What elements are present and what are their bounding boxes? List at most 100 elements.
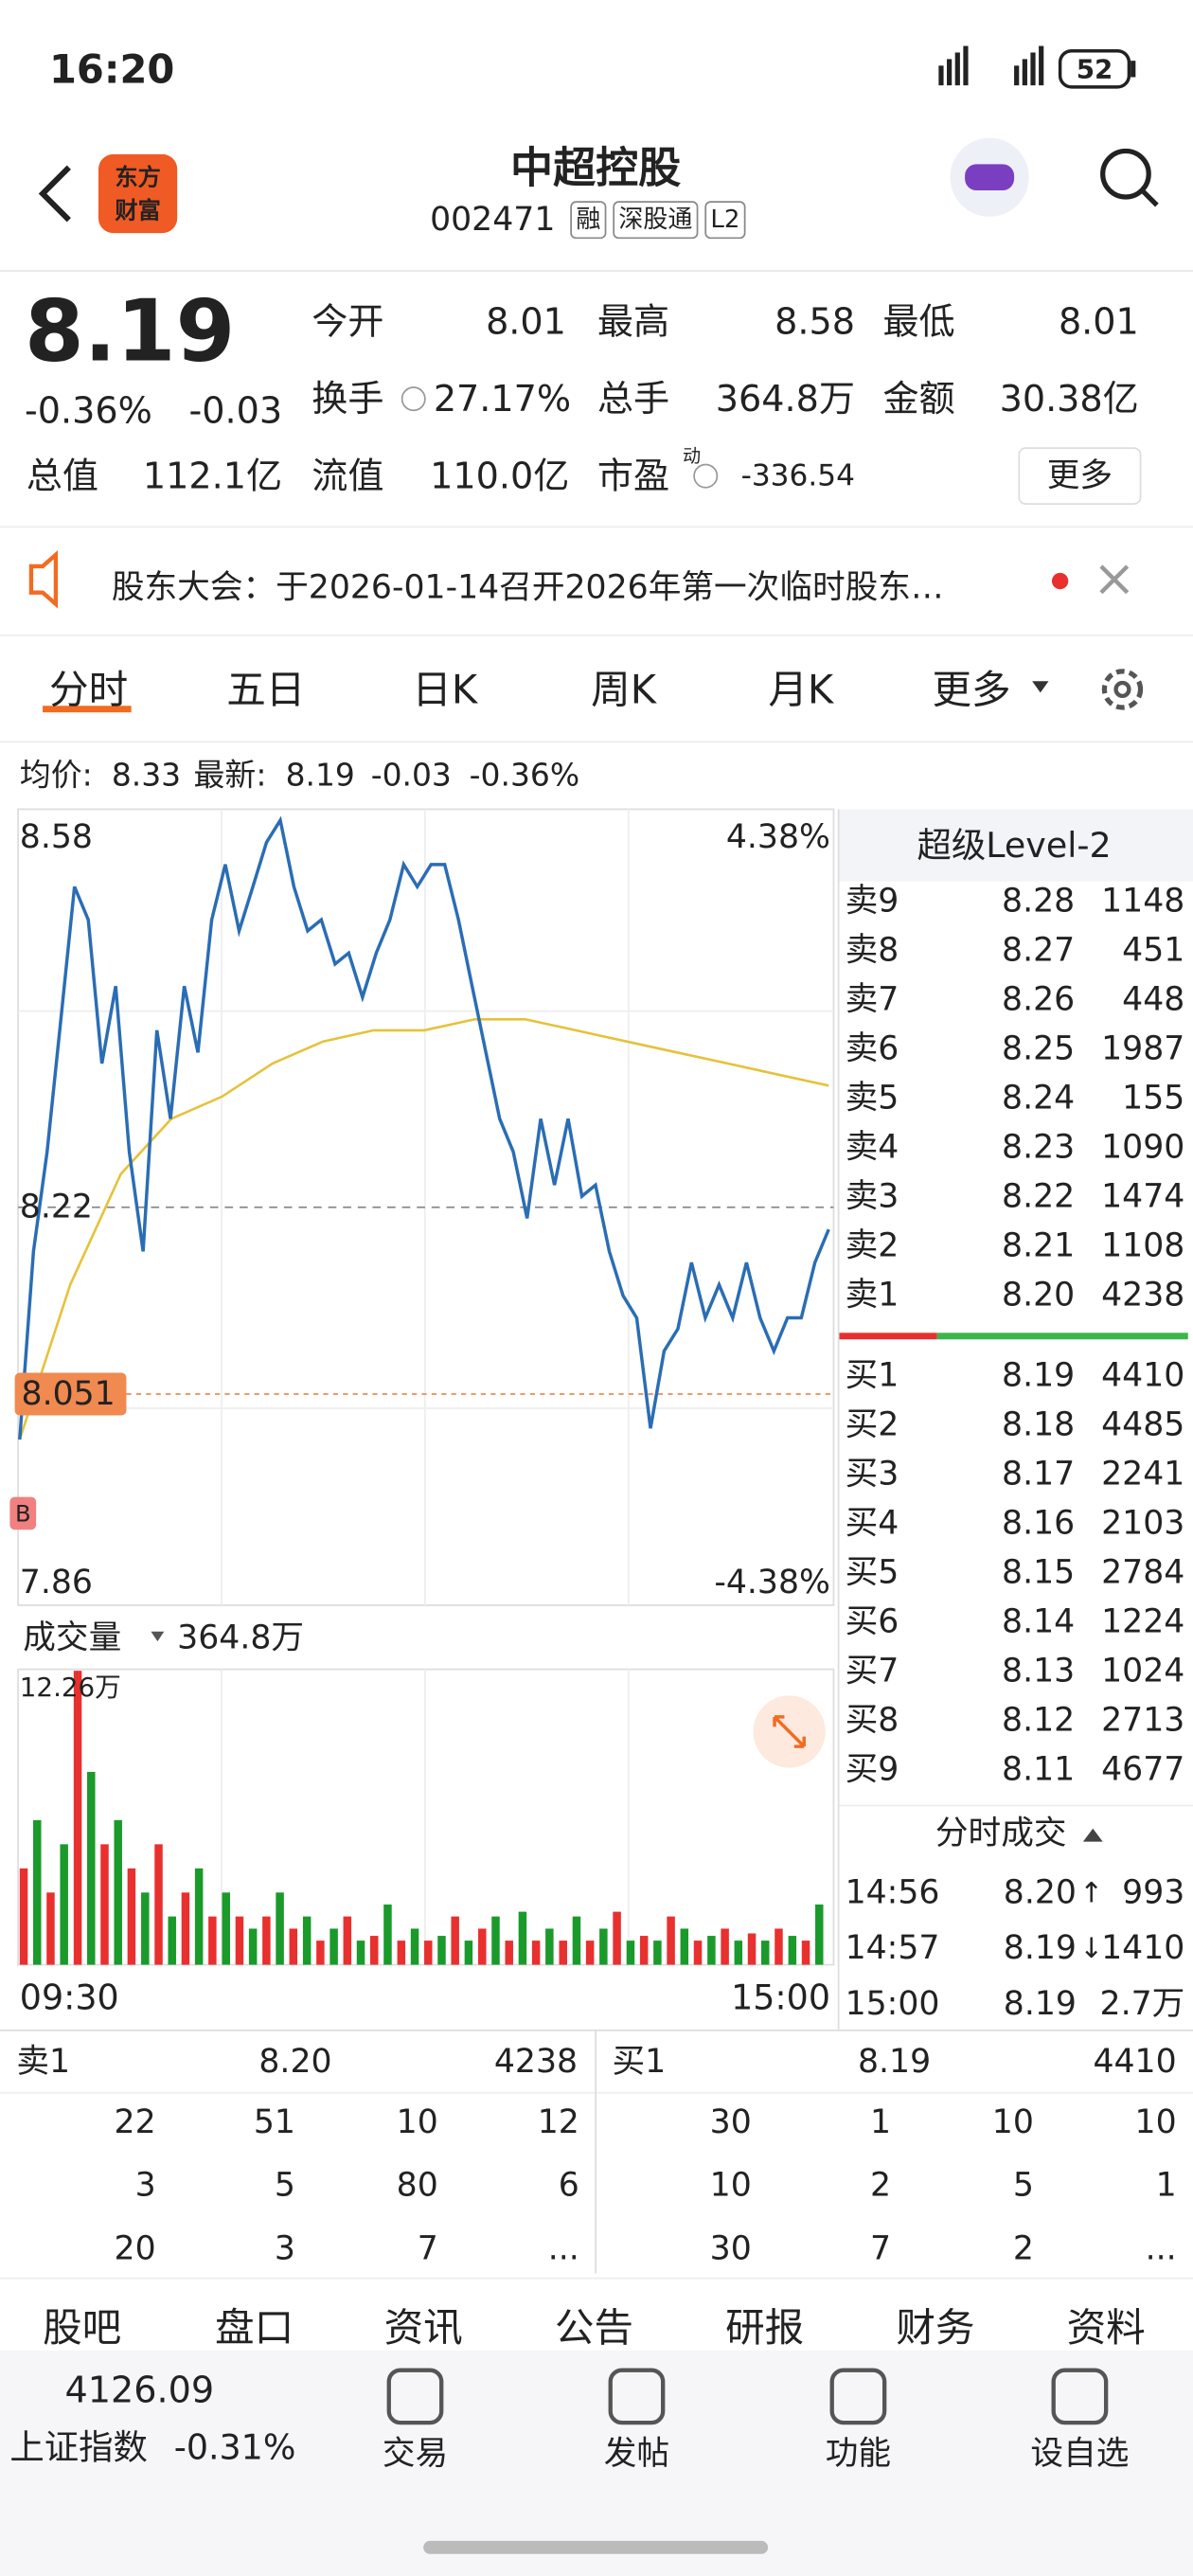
sub-tab[interactable]: 盘口 [215, 2304, 294, 2351]
nav-icon[interactable] [829, 2368, 887, 2425]
app-logo[interactable] [98, 153, 178, 234]
sub-tab[interactable]: 公告 [555, 2304, 633, 2351]
info-icon [693, 463, 719, 489]
trade-volume: 2.7万 [1100, 1985, 1185, 2023]
field-value: 8.01 [1059, 301, 1139, 343]
volume-bar [653, 1941, 662, 1965]
ask-price: 8.20 [1002, 1276, 1075, 1314]
notice-text: 股东大会：于2026-01-14召开2026年第一次临时股东… [112, 568, 944, 606]
sub-tab[interactable]: 资讯 [384, 2304, 463, 2351]
volume-bar [397, 1941, 406, 1965]
nav-label[interactable]: 发帖 [604, 2435, 669, 2473]
volume-bar [329, 1928, 338, 1965]
volume-bar [410, 1928, 419, 1965]
volume-bar [518, 1911, 527, 1965]
queue-order: 80 [397, 2167, 438, 2205]
tab[interactable]: 分时 [49, 666, 128, 712]
volume-bar [437, 1936, 446, 1965]
volume-bar [222, 1892, 230, 1965]
stock-tag: 深股通 [618, 206, 692, 234]
volume-bar [775, 1928, 783, 1965]
queue-price: 8.20 [258, 2043, 331, 2081]
queue-order: 1 [870, 2103, 891, 2141]
tab[interactable]: 日K [412, 666, 479, 712]
info-icon [401, 386, 426, 412]
bid-volume: 2713 [1101, 1701, 1184, 1739]
volume-dropdown [151, 1631, 165, 1642]
tab[interactable]: 更多 [932, 666, 1010, 712]
queue-order: 30 [710, 2229, 752, 2267]
x-label: 15:00 [731, 1977, 830, 2018]
tab[interactable]: 五日 [226, 666, 305, 712]
latest-value: 8.19 [286, 757, 355, 794]
close-button[interactable] [1099, 564, 1130, 595]
y-min-label: 7.86 [20, 1564, 93, 1601]
trade-volume: 993 [1122, 1873, 1184, 1911]
nav-label[interactable]: 功能 [826, 2435, 891, 2473]
ask-volume: 451 [1122, 931, 1184, 969]
volume-bar [451, 1916, 459, 1965]
nav-label[interactable]: 设自选 [1030, 2435, 1129, 2473]
trade-price: 8.20 [1004, 1873, 1077, 1911]
volume-bar [667, 1916, 675, 1965]
sub-tab[interactable]: 股吧 [43, 2304, 121, 2351]
tab[interactable]: 月K [768, 666, 835, 712]
volume-bar [505, 1941, 513, 1965]
y-max-pct: 4.38% [726, 818, 830, 856]
change-pct: -0.36% [25, 389, 152, 431]
nav-icon[interactable] [1051, 2368, 1109, 2425]
latest-change: -0.03 [371, 757, 452, 794]
bid-price: 8.13 [1002, 1652, 1075, 1690]
y-min-pct: -4.38% [714, 1564, 830, 1601]
stock-tag: L2 [710, 206, 739, 234]
volume-bar [127, 1868, 136, 1965]
field-value: 27.17% [434, 378, 571, 420]
sub-tab[interactable]: 资料 [1067, 2304, 1146, 2351]
stock-code: 002471 [430, 201, 555, 239]
more-button[interactable] [1018, 447, 1142, 505]
field-value: 8.58 [775, 301, 855, 343]
trade-arrow: ↓ [1079, 1932, 1103, 1964]
volume-bar [235, 1916, 244, 1965]
bid-volume: 2103 [1101, 1504, 1184, 1542]
volume-bar [154, 1844, 163, 1965]
volume-bar [356, 1941, 365, 1965]
nav-icon[interactable] [386, 2368, 444, 2425]
field-label: 今开 [312, 301, 383, 343]
nav-icon[interactable] [608, 2368, 666, 2425]
field-label: 总值 [27, 456, 98, 497]
home-indicator [423, 2540, 769, 2554]
settings-button[interactable] [1101, 669, 1144, 710]
tab[interactable]: 周K [591, 666, 658, 712]
logo-text: 东方 [115, 164, 161, 191]
last-price: 8.19 [25, 282, 235, 382]
sub-tab[interactable]: 财务 [896, 2304, 974, 2351]
cost-tag [14, 1372, 127, 1416]
stock-name: 中超控股 [510, 142, 681, 192]
dropdown-arrow [1032, 681, 1049, 693]
bid-label: 买9 [846, 1750, 899, 1788]
sub-tab[interactable]: 研报 [725, 2304, 804, 2351]
field-label: 总手 [597, 378, 669, 420]
buy-marker: B [15, 1499, 31, 1527]
queue-order: 3 [135, 2167, 156, 2205]
bid-price: 8.17 [1002, 1455, 1075, 1493]
queue-order: 10 [710, 2167, 752, 2205]
notice-bar[interactable] [0, 528, 1193, 634]
field-label: 换手 [312, 378, 383, 420]
bid-label: 买1 [846, 1356, 899, 1394]
volume-bar [383, 1904, 392, 1965]
bid-volume: 2784 [1101, 1553, 1184, 1591]
volume-bar [693, 1941, 703, 1965]
nav-label[interactable]: 交易 [383, 2435, 448, 2473]
back-button[interactable] [38, 165, 71, 223]
index-change: -0.31% [174, 2427, 296, 2468]
search-button[interactable] [1100, 148, 1151, 200]
field-value: 30.38亿 [1000, 378, 1139, 420]
queue-label: 卖1 [16, 2043, 70, 2081]
queue-order: 10 [397, 2103, 438, 2141]
ask-volume: 1108 [1101, 1226, 1184, 1264]
avg-label: 均价: [20, 757, 93, 794]
ask-volume: 155 [1122, 1079, 1184, 1117]
ask-volume: 4238 [1101, 1276, 1184, 1314]
